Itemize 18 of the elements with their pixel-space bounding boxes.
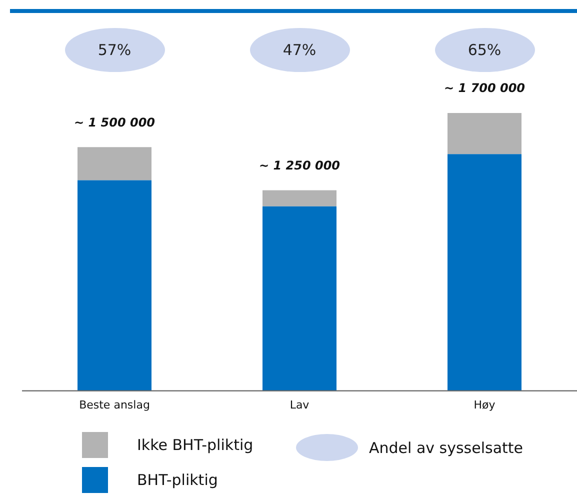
- bar: [78, 180, 152, 391]
- bar: [448, 154, 522, 391]
- x-tick-label: Høy: [474, 398, 496, 412]
- bar: [262, 206, 336, 391]
- text: ~ 1 700 000: [444, 81, 526, 96]
- annotation: ~ 1 500 000: [74, 115, 156, 130]
- x-tick-label: Beste anslag: [79, 398, 150, 412]
- text: Andel av sysselsatte: [369, 438, 524, 456]
- legend-label: Ikke BHT-pliktig: [137, 436, 254, 454]
- bar: [78, 147, 152, 180]
- text: 47%: [282, 41, 316, 59]
- bar: [448, 113, 522, 154]
- legend-label: BHT-pliktig: [137, 471, 218, 489]
- text: 65%: [468, 41, 502, 59]
- text: 57%: [98, 41, 132, 59]
- annotation: ~ 1 250 000: [258, 158, 340, 172]
- x-tick-label: Lav: [290, 398, 310, 412]
- bar: [262, 190, 336, 206]
